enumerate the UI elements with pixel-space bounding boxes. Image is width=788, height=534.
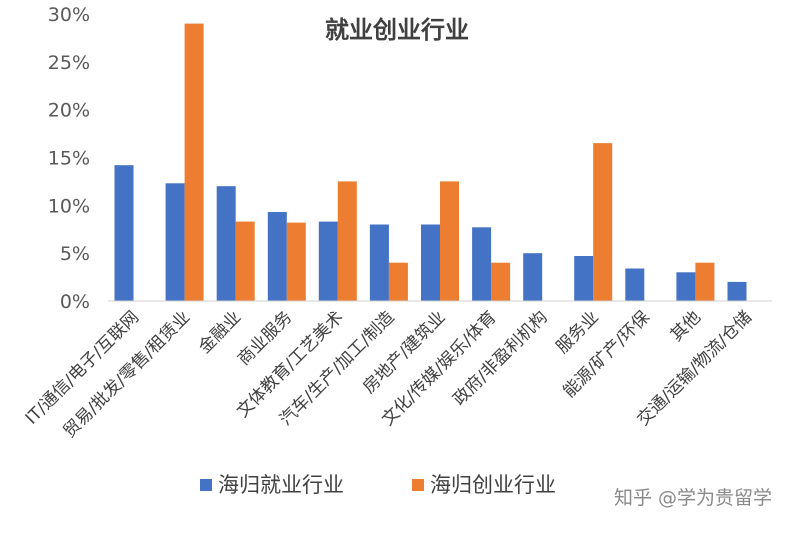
bar-employment-10 <box>625 268 645 301</box>
bar-entrepreneurship-9 <box>593 143 613 301</box>
bars <box>114 23 747 301</box>
watermark: 知乎 @学为贵留学 <box>614 487 772 509</box>
y-axis: 0% 5% 10% 15% 20% 25% 30% <box>48 4 90 313</box>
bar-employment-12 <box>727 281 747 301</box>
bar-entrepreneurship-2 <box>235 221 255 301</box>
y-tick-label: 25% <box>48 52 90 74</box>
bar-employment-4 <box>318 221 338 301</box>
category-label: 金融业 <box>195 307 245 357</box>
legend-swatch <box>200 479 212 491</box>
bar-employment-11 <box>676 272 696 301</box>
y-tick-label: 5% <box>60 243 90 265</box>
bar-employment-0 <box>114 165 134 301</box>
bar-employment-6 <box>421 224 440 301</box>
legend-label: 海归创业行业 <box>430 473 556 497</box>
legend-label: 海归就业行业 <box>218 473 344 497</box>
bar-employment-7 <box>472 227 492 301</box>
category-label: 其他 <box>667 307 705 345</box>
bar-entrepreneurship-3 <box>286 222 306 301</box>
bar-employment-8 <box>523 253 543 301</box>
bar-entrepreneurship-7 <box>491 262 511 301</box>
bar-employment-3 <box>267 212 287 301</box>
y-tick-label: 0% <box>60 291 90 313</box>
bar-entrepreneurship-4 <box>337 181 357 301</box>
legend-swatch <box>412 479 424 491</box>
bar-employment-2 <box>216 186 236 301</box>
bar-entrepreneurship-11 <box>695 262 715 301</box>
chart-title: 就业创业行业 <box>325 16 469 44</box>
bar-entrepreneurship-6 <box>440 181 459 301</box>
legend: 海归就业行业 海归创业行业 <box>200 473 556 497</box>
bar-employment-5 <box>369 224 389 301</box>
bar-employment-9 <box>574 256 594 301</box>
category-label: 政府/非盈利机构 <box>449 307 551 409</box>
y-tick-label: 10% <box>48 195 90 217</box>
bar-employment-1 <box>165 183 185 301</box>
bar-entrepreneurship-5 <box>388 262 408 301</box>
category-label: 服务业 <box>553 307 603 357</box>
y-tick-label: 20% <box>48 100 90 122</box>
y-tick-label: 30% <box>48 4 90 26</box>
y-tick-label: 15% <box>48 148 90 170</box>
bar-entrepreneurship-1 <box>184 23 204 301</box>
